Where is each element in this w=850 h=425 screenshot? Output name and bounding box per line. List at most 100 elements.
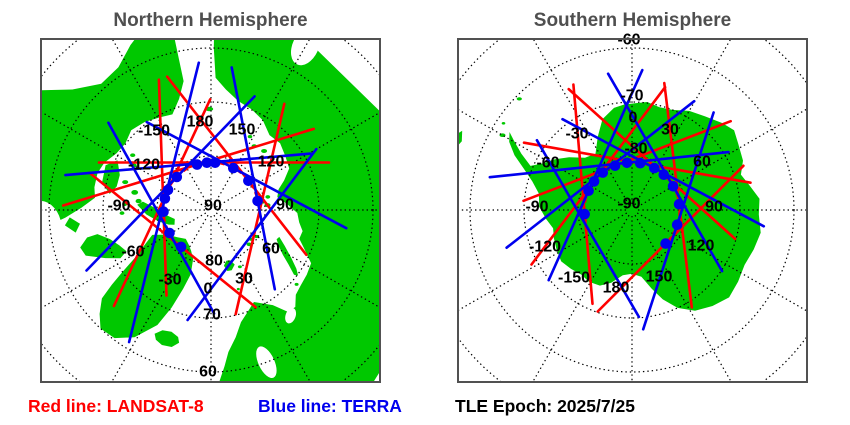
- sea-inlet: [285, 307, 297, 324]
- satellite-position-marker: [609, 160, 621, 171]
- satellite-position-marker: [588, 176, 600, 187]
- satellite-position-marker: [175, 241, 187, 253]
- satellite-position-marker: [252, 195, 263, 207]
- latitude-label: -80: [624, 141, 647, 158]
- satellite-position-marker: [164, 227, 175, 239]
- small-island: [265, 195, 271, 199]
- sea-inlet: [290, 39, 321, 66]
- latitude-circle: [156, 155, 266, 265]
- longitude-label: 60: [262, 241, 280, 258]
- longitude-label: 30: [661, 122, 679, 139]
- small-island: [236, 287, 240, 291]
- terra-track-line: [488, 150, 730, 179]
- longitude-label: -90: [525, 199, 548, 216]
- south-graticule-labels: 0 -30 -60 -90 -120 -150 180 150 120 90 60 30 -90 -80 -…: [525, 32, 723, 297]
- longitude-label: 150: [229, 122, 256, 139]
- small-island: [130, 153, 136, 157]
- satellite-position-marker: [228, 162, 239, 174]
- longitude-label: 180: [603, 280, 630, 297]
- longitude-label: -120: [529, 239, 561, 256]
- novaya-zemlya: [276, 236, 299, 276]
- legend-tle-epoch: TLE Epoch: 2025/7/25: [455, 396, 635, 416]
- north-plot-frame: [40, 38, 381, 383]
- satellite-position-marker: [660, 238, 671, 249]
- terra-track-line: [145, 120, 348, 230]
- north-graticule: [41, 39, 380, 382]
- satellite-position-marker: [667, 181, 679, 192]
- small-island: [501, 122, 506, 125]
- terra-track-line: [186, 147, 318, 322]
- terra-track-line: [64, 152, 312, 177]
- satellite-position-marker: [162, 184, 174, 196]
- satellite-position-marker: [158, 206, 169, 217]
- small-island: [119, 211, 125, 215]
- small-island: [122, 180, 129, 185]
- south-plot-frame: [457, 38, 808, 383]
- south-plot: 0 -30 -60 -90 -120 -150 180 150 120 90 60 30 -90 -80 -…: [457, 32, 808, 383]
- longitude-label: 90: [705, 199, 723, 216]
- longitude-label: 60: [693, 154, 711, 171]
- north-america-landmass: [41, 39, 184, 230]
- latitude-circle: [48, 47, 374, 373]
- latitude-circle: [469, 47, 795, 373]
- longitude-label: 120: [688, 238, 715, 255]
- latitude-label: 90: [204, 198, 222, 215]
- sea-inlet: [256, 346, 277, 378]
- satellite-position-marker: [159, 193, 171, 204]
- sea-inlet: [41, 201, 62, 249]
- small-island: [131, 190, 139, 195]
- latitude-label: 80: [205, 253, 223, 270]
- north-map-area: [41, 39, 380, 382]
- longitude-label: -150: [138, 123, 170, 140]
- satellite-position-marker: [649, 162, 660, 174]
- satellite-position-marker: [171, 171, 183, 183]
- satellite-position-marker: [579, 208, 590, 220]
- satellite-position-marker: [658, 169, 670, 180]
- tierra-del-fuego: [458, 130, 463, 146]
- small-island: [247, 135, 253, 139]
- small-island: [237, 265, 242, 269]
- satellite-position-marker: [209, 157, 221, 168]
- small-island: [261, 149, 268, 153]
- longitude-label: -30: [158, 272, 181, 289]
- longitude-label: 30: [235, 271, 253, 288]
- satellite-position-marker: [201, 157, 213, 168]
- baffin-island: [80, 234, 127, 259]
- south-orbit-markers: [579, 157, 685, 249]
- satellite-position-marker: [671, 219, 683, 230]
- longitude-label: 180: [187, 114, 214, 131]
- satellite-position-marker: [621, 157, 633, 169]
- longitude-label: 120: [258, 154, 285, 171]
- longitude-label: -90: [107, 198, 130, 215]
- legend-blue-terra: Blue line: TERRA: [258, 396, 402, 416]
- longitude-label: 0: [204, 281, 213, 298]
- latitude-label: -90: [617, 196, 640, 213]
- longitude-label: 150: [646, 269, 673, 286]
- terra-track-line: [230, 66, 277, 291]
- longitude-label: -150: [558, 270, 590, 287]
- satellite-position-marker: [597, 167, 609, 178]
- terra-track-line: [85, 95, 256, 272]
- latitude-label: -70: [620, 88, 643, 105]
- latitude-label: 60: [199, 364, 217, 381]
- satellite-position-marker: [191, 159, 203, 170]
- longitude-label: -120: [128, 157, 160, 174]
- satellite-position-marker: [634, 157, 646, 169]
- small-island: [516, 97, 522, 101]
- longitude-label: -60: [536, 155, 559, 172]
- iceland: [154, 330, 180, 347]
- latitude-label: 70: [203, 307, 221, 324]
- satellite-position-marker: [583, 185, 594, 196]
- north-orbit-markers: [158, 157, 263, 253]
- longitude-label: 90: [276, 197, 294, 214]
- south-plot-title: Southern Hemisphere: [533, 10, 732, 31]
- small-island: [294, 282, 299, 286]
- landsat8-track-line: [157, 78, 168, 297]
- north-ground-tracks: [61, 61, 348, 344]
- longitude-label: -60: [121, 244, 144, 261]
- satellite-position-marker: [243, 175, 254, 187]
